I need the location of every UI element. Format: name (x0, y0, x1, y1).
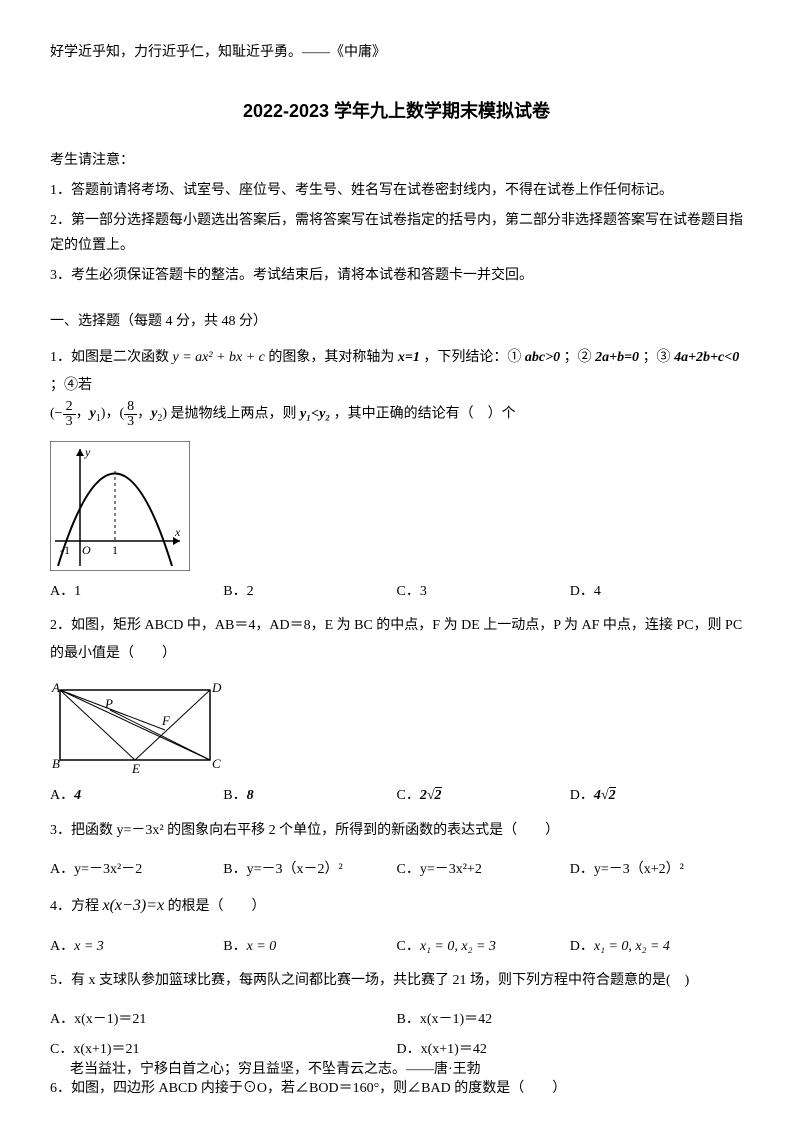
q1-optC: C．3 (397, 579, 570, 604)
q3-optA: A．y=－3x²－2 (50, 857, 223, 882)
q1-sep2: ；③ (643, 350, 671, 365)
q1-optA: A．1 (50, 579, 223, 604)
label-y: y (84, 445, 91, 459)
q4-optB: B．x = 0 (223, 934, 396, 959)
q3-optC: C．y=－3x²+2 (397, 857, 570, 882)
q3-optB: B．y=－3（x－2）² (223, 857, 396, 882)
q1-end: ，其中正确的结论有（ ）个 (334, 406, 516, 421)
q1-optB: B．2 (223, 579, 396, 604)
notice-heading: 考生请注意： (50, 148, 743, 173)
label-C: C (212, 756, 221, 771)
q1-sep1: ；② (564, 350, 592, 365)
footer-quote: 老当益壮，宁移白首之心；穷且益坚，不坠青云之志。——唐·王勃 (70, 1057, 481, 1082)
label-P: P (104, 696, 113, 711)
q3-optD: D．y=－3（x+2）² (570, 857, 743, 882)
notice-block: 考生请注意： 1．答题前请将考场、试室号、座位号、考生号、姓名写在试卷密封线内，… (50, 148, 743, 289)
q3-options: A．y=－3x²－2 B．y=－3（x－2）² C．y=－3x²+2 D．y=－… (50, 857, 743, 882)
q1-figure: -1 O 1 x y (50, 441, 743, 571)
label-O: O (82, 543, 91, 557)
q1-after: ，下列结论：① (423, 350, 521, 365)
label-neg1: -1 (60, 543, 70, 557)
q1-sep3: ；④若 (50, 378, 92, 393)
q4-optD: D．x₁ = 0, x₂ = 4 (570, 934, 743, 959)
label-A: A (51, 680, 60, 695)
q2-figure: A D B C E P F (50, 680, 743, 775)
question-4: 4．方程 x(x−3)=x 的根是（ ） (50, 890, 743, 922)
exam-title: 2022-2023 学年九上数学期末模拟试卷 (50, 95, 743, 127)
label-x: x (174, 525, 181, 539)
q1-mid: 的图象，其对称轴为 (268, 350, 398, 365)
question-2: 2．如图，矩形 ABCD 中，AB＝4，AD＝8，E 为 BC 的中点，F 为 … (50, 612, 743, 668)
question-1: 1．如图是二次函数 y = ax² + bx + c 的图象，其对称轴为 x=1… (50, 344, 743, 430)
q1-options: A．1 B．2 C．3 D．4 (50, 579, 743, 604)
q1-pt-text: 是抛物线上两点，则 (171, 406, 301, 421)
q4-pre: 4．方程 (50, 899, 103, 914)
q1-points: (−23，y1)，(83，y2) (50, 406, 171, 421)
label-1: 1 (112, 543, 118, 557)
q1-yineq: y₁<y₂ (300, 406, 330, 421)
q4-formula: x(x−3)=x (103, 897, 165, 914)
q4-options: A．x = 3 B．x = 0 C．x₁ = 0, x₂ = 3 D．x₁ = … (50, 934, 743, 959)
q5-optA: A．x(x－1)＝21 (50, 1007, 397, 1032)
q2-optA: A．4 (50, 783, 223, 808)
q1-pre: 1．如图是二次函数 (50, 350, 173, 365)
q5-optB: B．x(x－1)＝42 (397, 1007, 744, 1032)
q4-optA: A．x = 3 (50, 934, 223, 959)
section-1-title: 一、选择题（每题 4 分，共 48 分） (50, 309, 743, 334)
label-D: D (211, 680, 222, 695)
q1-formula: y = ax² + bx + c (173, 350, 265, 365)
parabola-graph: -1 O 1 x y (50, 441, 190, 571)
q2-text: 2．如图，矩形 ABCD 中，AB＝4，AD＝8，E 为 BC 的中点，F 为 … (50, 618, 742, 661)
q2-options: A．4 B．8 C．2√2 D．4√2 (50, 783, 743, 808)
rectangle-diagram: A D B C E P F (50, 680, 225, 775)
notice-line1: 1．答题前请将考场、试室号、座位号、考生号、姓名写在试卷密封线内，不得在试卷上作… (50, 178, 743, 203)
notice-line3: 3．考生必须保证答题卡的整洁。考试结束后，请将本试卷和答题卡一并交回。 (50, 263, 743, 288)
header-quote: 好学近乎知，力行近乎仁，知耻近乎勇。——《中庸》 (50, 40, 743, 65)
notice-line2: 2．第一部分选择题每小题选出答案后，需将答案写在试卷指定的括号内，第二部分非选择… (50, 208, 743, 258)
q4-after: 的根是（ ） (168, 899, 266, 914)
question-5: 5．有 x 支球队参加篮球比赛，每两队之间都比赛一场，共比赛了 21 场，则下列… (50, 967, 743, 995)
q1-optD: D．4 (570, 579, 743, 604)
label-B: B (52, 756, 60, 771)
q2-optC: C．2√2 (397, 783, 570, 808)
q1-xeq: x=1 (398, 350, 420, 365)
q1-cond1: abc>0 (525, 350, 560, 365)
q1-cond2: 2a+b=0 (595, 350, 639, 365)
q2-optB: B．8 (223, 783, 396, 808)
question-3: 3．把函数 y=－3x² 的图象向右平移 2 个单位，所得到的新函数的表达式是（… (50, 817, 743, 845)
label-E: E (131, 761, 140, 775)
label-F: F (161, 713, 171, 728)
q2-optD: D．4√2 (570, 783, 743, 808)
q1-cond3: 4a+2b+c<0 (674, 350, 739, 365)
q4-optC: C．x₁ = 0, x₂ = 3 (397, 934, 570, 959)
